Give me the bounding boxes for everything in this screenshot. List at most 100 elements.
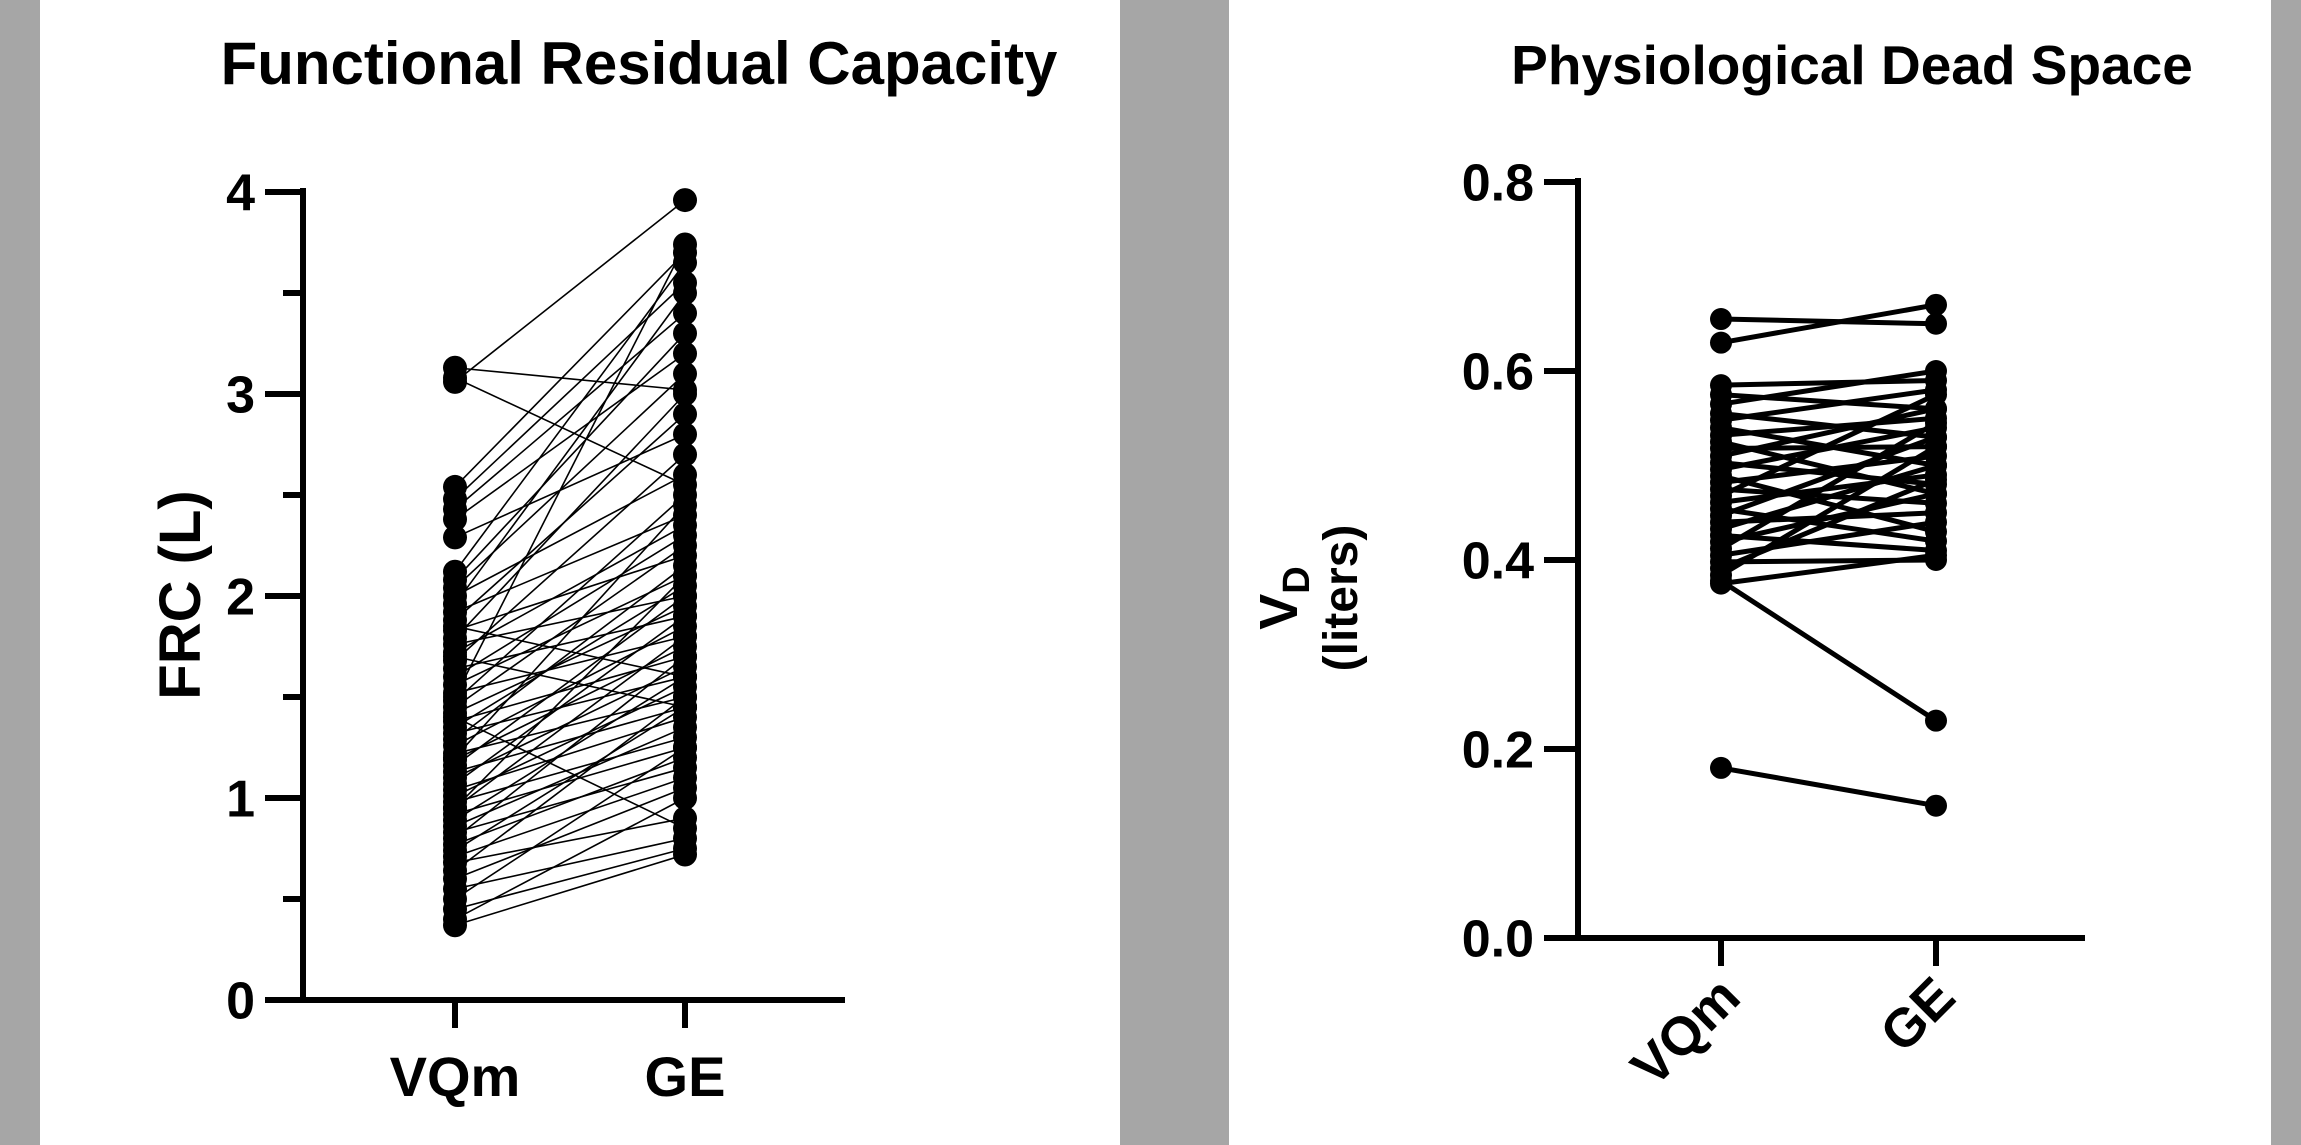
pair-line (454, 262, 686, 573)
data-point (673, 250, 697, 275)
pair-line (1720, 532, 1937, 554)
data-point (1925, 468, 1947, 491)
svg-text:VD: VD (1249, 566, 1318, 629)
data-point (673, 695, 697, 720)
data-point (443, 614, 467, 639)
pair-line (454, 595, 686, 767)
pair-line (1720, 552, 1937, 587)
data-point (673, 442, 697, 467)
data-point (673, 735, 697, 760)
pair-line (454, 686, 686, 797)
data-point (673, 664, 697, 689)
data-point (673, 584, 697, 608)
pair-line (1720, 387, 1937, 423)
pair-line (1720, 473, 1937, 535)
data-point (1710, 756, 1732, 779)
pair-line (454, 787, 686, 880)
pair-line (454, 585, 686, 728)
tick-labels: 0.0 0.2 0.4 0.6 0.8 VQm GE (1462, 155, 1967, 1098)
pair-line (454, 706, 686, 773)
pair-line (1719, 420, 1938, 551)
pair-line (454, 736, 686, 803)
pair-line (454, 366, 686, 391)
data-point (443, 745, 467, 770)
frc-chart-panel: Functional Residual Capacity FRC (L) 0 1 2… (40, 0, 1120, 1145)
data-point (673, 321, 697, 346)
pair-line (454, 282, 686, 500)
chart-title: Physiological Dead Space (1511, 34, 2193, 96)
data-point (673, 604, 697, 629)
pair-line (454, 244, 686, 698)
pair-line (454, 595, 686, 646)
pair-line (454, 292, 686, 605)
pair-line (454, 726, 686, 828)
pair-line (454, 544, 686, 708)
y-axis-label-subscript: D (1276, 566, 1318, 593)
pair-line (454, 837, 686, 890)
pair-line (454, 615, 686, 785)
data-point (443, 913, 467, 938)
pair-line (1720, 302, 1937, 346)
pair-line (454, 352, 686, 520)
data-point (1925, 312, 1947, 335)
pair-line (454, 474, 686, 597)
data-point (1925, 435, 1947, 458)
pair-line (1720, 519, 1937, 558)
y-tick-label: 0.6 (1462, 344, 1534, 402)
pair-line (454, 625, 686, 678)
pair-line (454, 504, 686, 759)
data-point (443, 369, 467, 394)
data-point (673, 422, 697, 447)
pair-line (1720, 415, 1937, 438)
pair-lines (454, 199, 686, 927)
pair-line (1720, 434, 1937, 518)
data-point (673, 188, 697, 213)
pair-line (454, 454, 686, 662)
pair-line (454, 655, 686, 840)
pair-line (454, 655, 686, 708)
data-point (1925, 511, 1947, 534)
chart-title: Functional Residual Capacity (221, 30, 1058, 97)
pair-line (454, 393, 686, 639)
y-axis-label-units: (liters) (1315, 525, 1368, 672)
pair-line (454, 534, 686, 678)
pair-line (454, 746, 686, 900)
data-point (1925, 709, 1947, 732)
y-tick-label: 2 (226, 569, 255, 627)
data-point (1925, 794, 1947, 817)
pair-line (1720, 406, 1937, 459)
y-tick-label: 4 (226, 165, 255, 223)
data-point (673, 232, 697, 257)
y-axis-label-main: V (1249, 594, 1309, 630)
pair-line (454, 847, 686, 910)
data-points (443, 188, 697, 938)
pair-line (454, 312, 686, 510)
y-tick-label: 3 (226, 367, 255, 425)
pair-line (454, 655, 686, 723)
data-point (673, 462, 697, 487)
x-tick-label: VQm (1620, 966, 1752, 1098)
pair-line (454, 514, 686, 613)
data-point (1710, 572, 1732, 595)
x-tick-label: VQm (390, 1045, 521, 1108)
pair-line (454, 696, 686, 872)
data-point (673, 493, 697, 518)
pair-lines (1719, 302, 1938, 809)
pair-line (454, 696, 686, 755)
pair-line (454, 635, 686, 809)
axes (1544, 178, 2085, 966)
pair-line (454, 853, 686, 927)
pair-line (454, 615, 686, 670)
pair-line (1719, 392, 1938, 499)
pair-line (454, 554, 686, 632)
data-point (673, 301, 697, 326)
pair-line (1720, 491, 1937, 545)
pair-line (454, 777, 686, 858)
pair-line (1720, 463, 1937, 532)
pair-line (454, 706, 686, 852)
pair-line (454, 625, 686, 747)
pair-line (1720, 765, 1937, 809)
y-tick-label: 0.0 (1462, 911, 1534, 969)
data-point (1925, 293, 1947, 316)
data-points (1710, 293, 1947, 817)
